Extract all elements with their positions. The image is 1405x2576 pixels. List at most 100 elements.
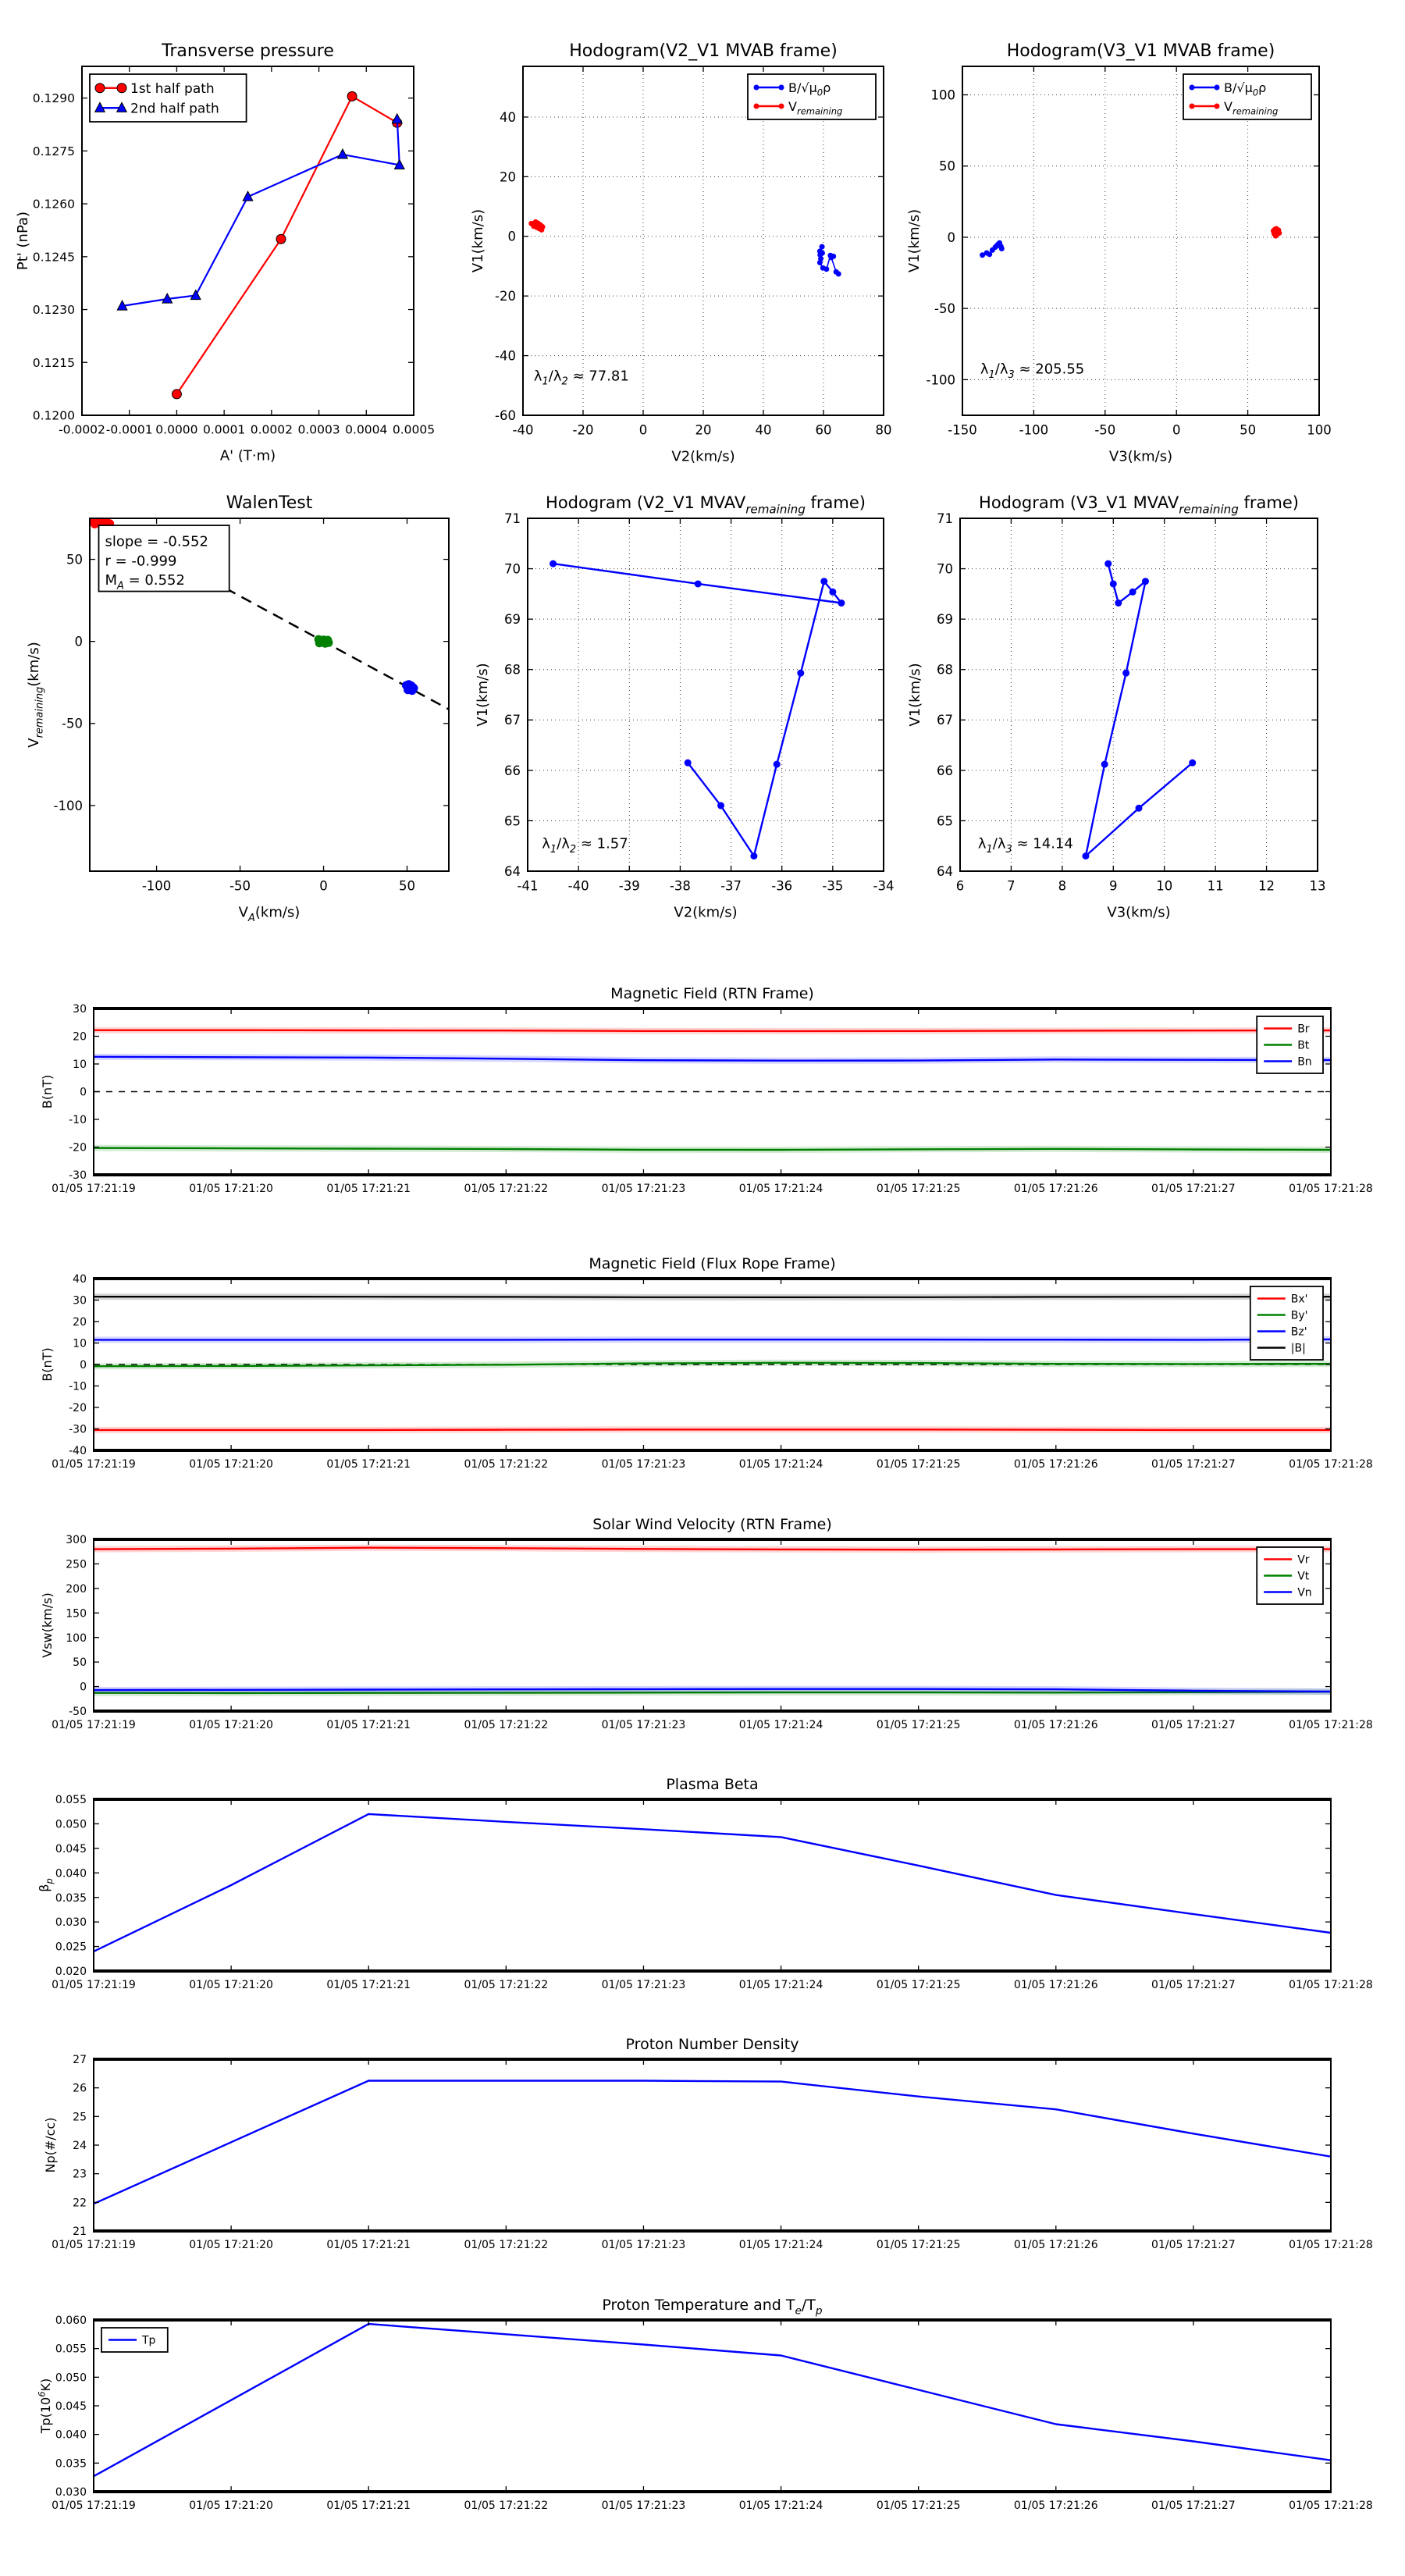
svg-text:80: 80 (876, 423, 892, 438)
svg-text:0.040: 0.040 (55, 1867, 87, 1880)
svg-text:-100: -100 (142, 879, 171, 894)
svg-text:0.1290: 0.1290 (33, 91, 75, 105)
svg-text:0.0004: 0.0004 (345, 423, 387, 437)
svg-text:01/05 17:21:22: 01/05 17:21:22 (464, 2239, 548, 2251)
svg-text:Vremaining: Vremaining (1224, 99, 1278, 117)
svg-text:01/05 17:21:22: 01/05 17:21:22 (464, 1719, 548, 1731)
svg-text:Vremaining: Vremaining (788, 99, 842, 117)
walen-test-plot: -100 -50 0 50 -100 -50 0 50 WalenTest VA(km/s) Vre… (26, 493, 450, 924)
svg-text:-38: -38 (670, 879, 691, 894)
svg-text:Vremaining(km/s): Vremaining(km/s) (26, 642, 45, 747)
plasma-beta-plot: 01/05 17:21:19 01/05 17:21:20 01/05 17:21:… (37, 1776, 1373, 1991)
svg-text:01/05 17:21:20: 01/05 17:21:20 (189, 2239, 273, 2251)
svg-text:26: 26 (73, 2083, 87, 2095)
svg-text:01/05 17:21:27: 01/05 17:21:27 (1151, 1458, 1236, 1471)
svg-text:V1(km/s): V1(km/s) (907, 663, 923, 726)
svg-text:01/05 17:21:23: 01/05 17:21:23 (602, 1183, 686, 1195)
svg-text:6: 6 (956, 879, 965, 894)
svg-text:0.0005: 0.0005 (393, 423, 435, 437)
svg-text:50: 50 (73, 1656, 87, 1669)
svg-text:B(nT): B(nT) (40, 1347, 55, 1381)
svg-text:01/05 17:21:21: 01/05 17:21:21 (326, 1719, 411, 1731)
svg-text:0.1260: 0.1260 (33, 197, 75, 212)
svg-text:0.030: 0.030 (55, 2486, 87, 2499)
svg-text:0: 0 (508, 229, 517, 244)
svg-text:71: 71 (504, 511, 521, 526)
svg-text:10: 10 (1156, 879, 1172, 894)
svg-text:01/05 17:21:26: 01/05 17:21:26 (1014, 1458, 1098, 1471)
svg-text:0.1245: 0.1245 (33, 250, 75, 264)
svg-text:MA = 0.552: MA = 0.552 (105, 572, 185, 592)
svg-text:13: 13 (1310, 879, 1326, 894)
svg-text:01/05 17:21:19: 01/05 17:21:19 (52, 1183, 136, 1195)
svg-text:01/05 17:21:23: 01/05 17:21:23 (602, 1979, 686, 1991)
hodogram-v2v1-mvav-plot: -41 -40 -39 -38 -37 -36 -35 -34 64 65 66 67 68 69 70 71… (475, 493, 895, 921)
svg-text:01/05 17:21:25: 01/05 17:21:25 (877, 1979, 961, 1991)
svg-text:10: 10 (73, 1059, 87, 1071)
svg-text:-50: -50 (69, 1706, 87, 1718)
svg-text:-20: -20 (69, 1402, 87, 1414)
svg-text:01/05 17:21:28: 01/05 17:21:28 (1289, 1719, 1373, 1731)
svg-text:01/05 17:21:24: 01/05 17:21:24 (739, 1719, 823, 1731)
svg-text:11: 11 (1208, 879, 1224, 894)
svg-text:B/√μ0ρ: B/√μ0ρ (1224, 80, 1266, 98)
svg-text:0: 0 (75, 635, 84, 649)
svg-text:01/05 17:21:21: 01/05 17:21:21 (326, 2239, 411, 2251)
svg-text:65: 65 (504, 813, 521, 828)
svg-text:-50: -50 (62, 717, 83, 731)
svg-text:10: 10 (73, 1338, 87, 1350)
svg-text:66: 66 (504, 763, 521, 778)
svg-text:Bz': Bz' (1291, 1326, 1307, 1339)
svg-text:01/05 17:21:21: 01/05 17:21:21 (326, 1183, 411, 1195)
svg-text:Transverse pressure: Transverse pressure (161, 41, 334, 61)
svg-text:22: 22 (73, 2197, 87, 2209)
svg-text:V1(km/s): V1(km/s) (906, 209, 923, 272)
svg-text:A' (T·m): A' (T·m) (220, 448, 276, 464)
svg-text:100: 100 (1307, 423, 1332, 438)
svg-text:0.0003: 0.0003 (297, 423, 340, 437)
svg-text:βp: βp (37, 1878, 55, 1892)
svg-text:01/05 17:21:24: 01/05 17:21:24 (739, 2500, 823, 2512)
svg-text:66: 66 (937, 763, 953, 778)
svg-text:Vsw(km/s): Vsw(km/s) (40, 1592, 55, 1657)
svg-text:Tp(106K): Tp(106K) (37, 2379, 53, 2435)
svg-text:68: 68 (937, 663, 953, 678)
svg-text:01/05 17:21:19: 01/05 17:21:19 (52, 1719, 136, 1731)
svg-text:01/05 17:21:20: 01/05 17:21:20 (189, 1458, 273, 1471)
svg-text:0: 0 (80, 1681, 87, 1694)
svg-text:0.1215: 0.1215 (33, 356, 75, 370)
svg-text:-100: -100 (1019, 423, 1048, 438)
svg-text:Proton Temperature and Te/Tp: Proton Temperature and Te/Tp (602, 2297, 823, 2318)
svg-text:-50: -50 (229, 879, 251, 894)
svg-text:0.1200: 0.1200 (33, 409, 75, 423)
svg-text:-100: -100 (54, 799, 83, 813)
svg-text:50: 50 (66, 552, 83, 567)
svg-text:-40: -40 (495, 349, 516, 364)
svg-text:01/05 17:21:25: 01/05 17:21:25 (877, 1719, 961, 1731)
svg-text:30: 30 (73, 1295, 87, 1308)
svg-text:Vn: Vn (1297, 1587, 1311, 1599)
svg-text:Solar Wind Velocity (RTN Frame: Solar Wind Velocity (RTN Frame) (592, 1516, 832, 1533)
svg-text:0.0000: 0.0000 (155, 423, 197, 437)
svg-text:-34: -34 (873, 879, 895, 894)
svg-text:0.060: 0.060 (55, 2314, 87, 2327)
svg-text:-40: -40 (513, 423, 534, 438)
svg-text:slope = -0.552: slope = -0.552 (105, 533, 208, 550)
svg-text:01/05 17:21:25: 01/05 17:21:25 (877, 1183, 961, 1195)
svg-text:01/05 17:21:28: 01/05 17:21:28 (1289, 1183, 1373, 1195)
svg-text:01/05 17:21:19: 01/05 17:21:19 (52, 2239, 136, 2251)
svg-text:Proton Number Density: Proton Number Density (626, 2036, 799, 2053)
svg-text:9: 9 (1109, 879, 1118, 894)
svg-text:Hodogram (V2_V1 MVAVremaining: Hodogram (V2_V1 MVAVremaining frame) (546, 493, 866, 516)
svg-text:24: 24 (73, 2140, 87, 2152)
svg-text:1st half path: 1st half path (130, 81, 215, 97)
svg-text:01/05 17:21:19: 01/05 17:21:19 (52, 1979, 136, 1991)
svg-text:65: 65 (937, 813, 953, 828)
svg-text:0: 0 (639, 423, 648, 438)
proton-temperature-plot: 01/05 17:21:19 01/05 17:21:20 01/05 17:21:… (37, 2297, 1373, 2512)
svg-text:WalenTest: WalenTest (226, 493, 313, 513)
svg-text:0.1230: 0.1230 (33, 303, 75, 317)
svg-text:2nd half path: 2nd half path (130, 101, 219, 116)
svg-text:0: 0 (948, 230, 956, 245)
svg-text:Tp: Tp (141, 2335, 156, 2347)
